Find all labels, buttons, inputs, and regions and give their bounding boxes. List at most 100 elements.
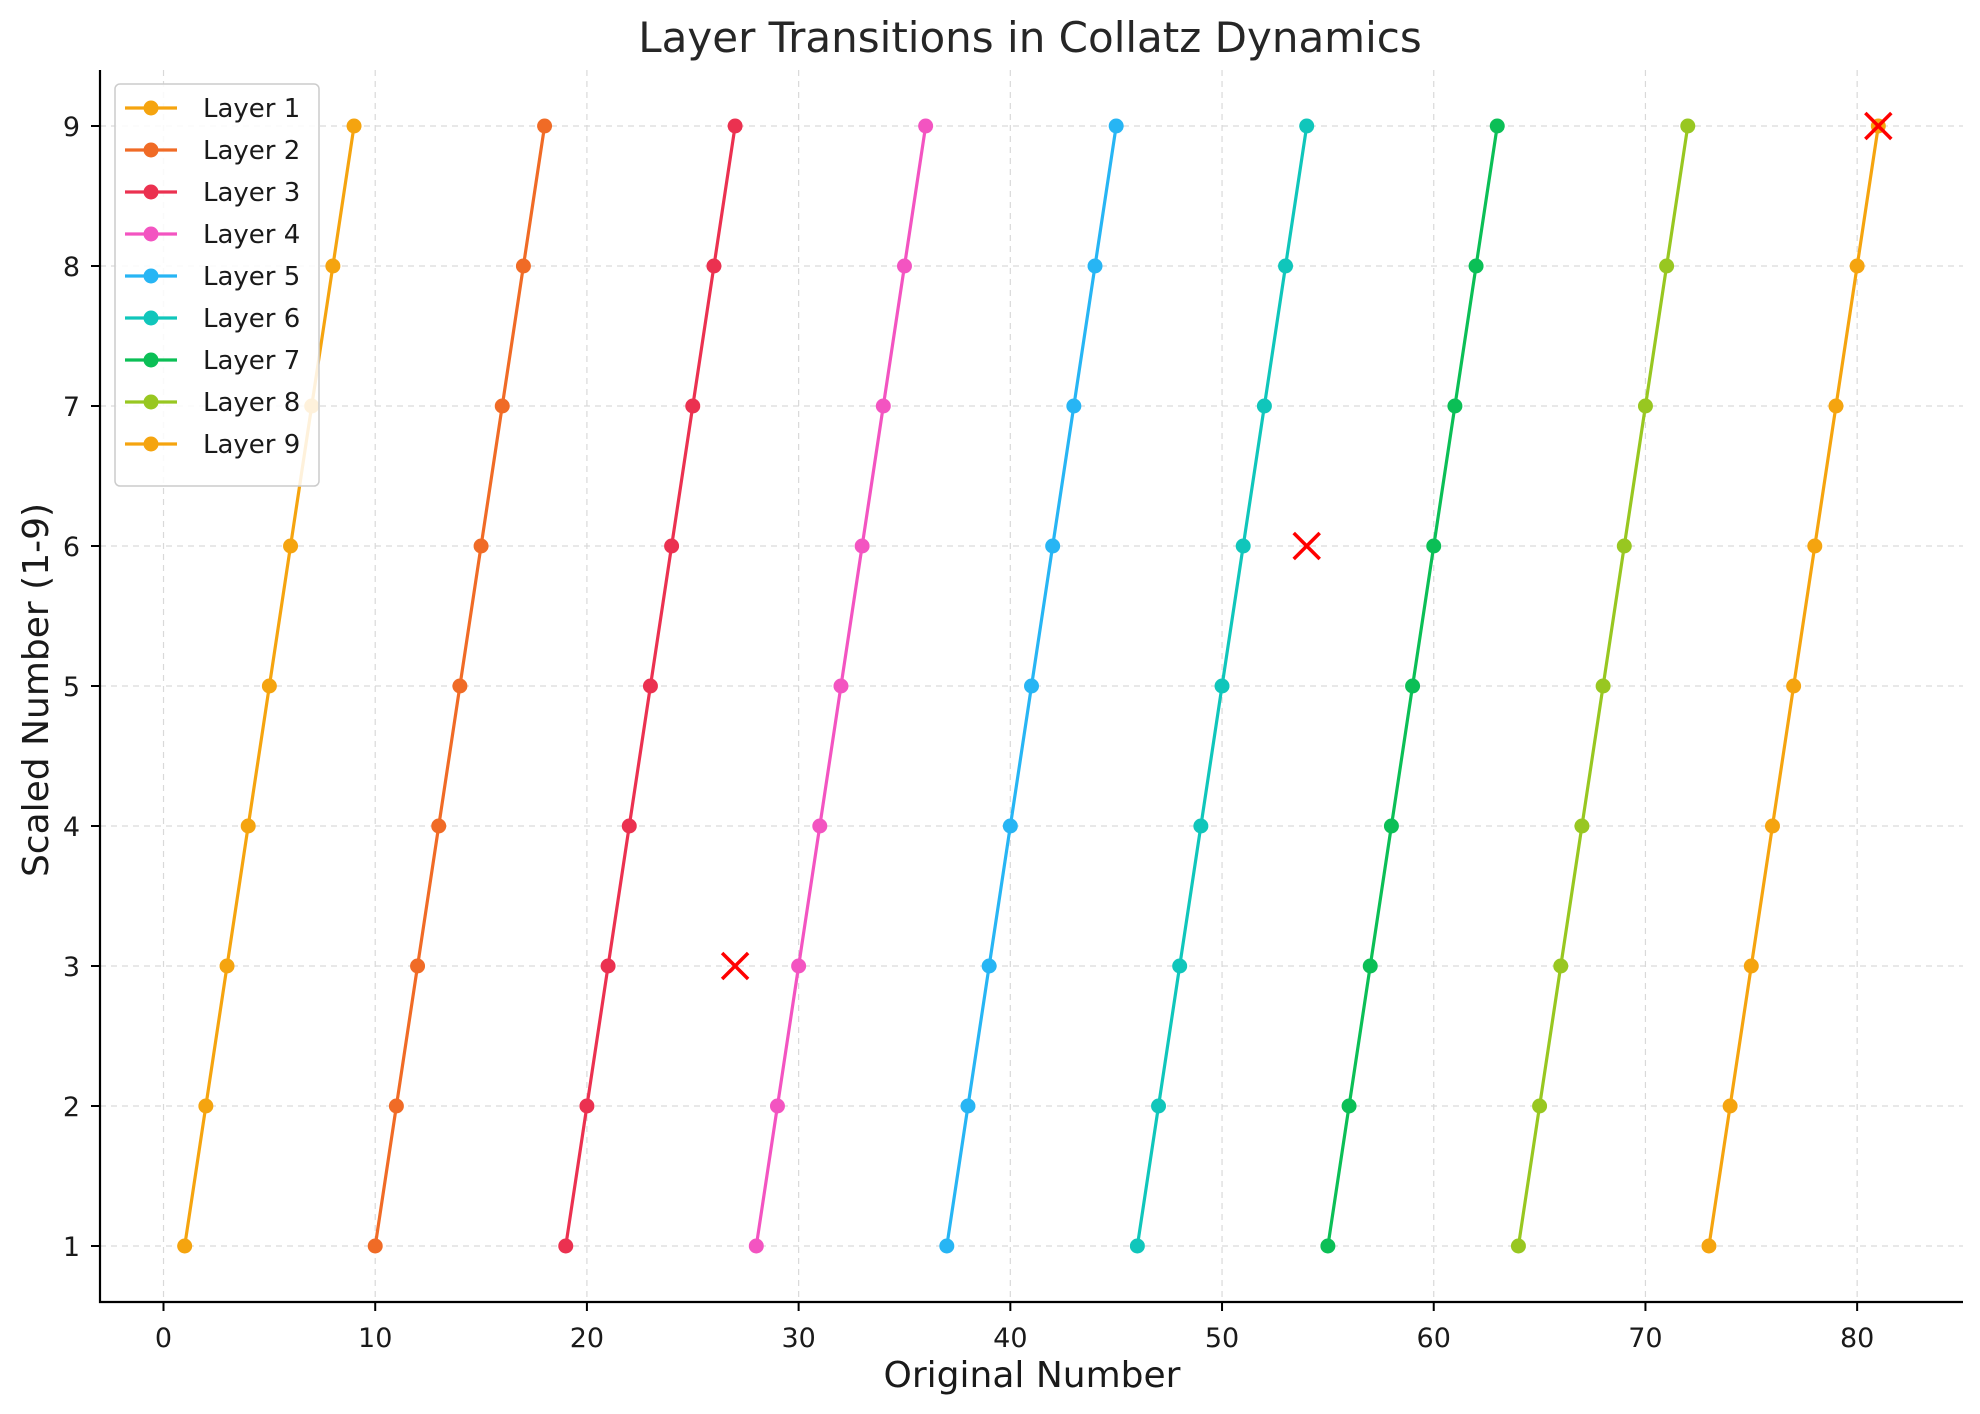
legend-entry: Layer 6 — [125, 304, 300, 334]
chart-title: Layer Transitions in Collatz Dynamics — [638, 13, 1422, 62]
legend-marker — [143, 142, 159, 158]
data-point — [558, 1238, 574, 1254]
legend-entry: Layer 8 — [125, 388, 300, 418]
data-point — [431, 818, 447, 834]
data-point — [1701, 1238, 1717, 1254]
data-point — [1108, 118, 1124, 134]
data-point — [515, 258, 531, 274]
x-marker-stroke — [1292, 531, 1321, 561]
data-point — [833, 678, 849, 694]
data-point — [1151, 1098, 1167, 1114]
data-point — [388, 1098, 404, 1114]
x-axis-label: Original Number — [884, 1355, 1181, 1396]
data-point — [1786, 678, 1802, 694]
y-tick-label: 5 — [63, 672, 80, 703]
x-marker — [1292, 531, 1321, 561]
data-point — [325, 258, 341, 274]
axis-spines — [98, 70, 1963, 1304]
data-point — [1299, 118, 1315, 134]
data-point — [367, 1238, 383, 1254]
series-4 — [748, 118, 934, 1254]
y-tick-label: 9 — [63, 112, 80, 143]
data-point — [198, 1098, 214, 1114]
legend-marker — [143, 394, 159, 410]
data-point — [177, 1238, 193, 1254]
y-tick-label: 2 — [63, 1092, 80, 1123]
data-point — [1045, 538, 1061, 554]
series-7 — [1320, 118, 1505, 1254]
x-tick-label: 70 — [1628, 1323, 1662, 1354]
legend-marker — [143, 268, 159, 284]
data-point — [1468, 258, 1484, 274]
series-layer — [177, 118, 1886, 1254]
data-point — [1764, 818, 1780, 834]
data-point — [1405, 678, 1421, 694]
y-tick-label: 1 — [63, 1232, 80, 1263]
data-point — [1447, 398, 1463, 414]
data-point — [1828, 398, 1844, 414]
data-point — [1616, 538, 1632, 554]
legend-entry: Layer 7 — [125, 346, 300, 376]
legend-label: Layer 9 — [203, 430, 300, 460]
data-point — [685, 398, 701, 414]
legend-marker — [143, 226, 159, 242]
x-tick-label: 20 — [570, 1323, 604, 1354]
y-tick-label: 7 — [63, 392, 80, 423]
legend-marker — [143, 184, 159, 200]
data-point — [769, 1098, 785, 1114]
data-point — [1256, 398, 1272, 414]
legend-label: Layer 3 — [203, 178, 300, 208]
data-point — [1129, 1238, 1145, 1254]
series-6 — [1129, 118, 1315, 1254]
legend-marker — [143, 310, 159, 326]
legend-entry: Layer 5 — [125, 262, 300, 292]
data-point — [219, 958, 235, 974]
data-point — [1680, 118, 1696, 134]
data-point — [664, 538, 680, 554]
data-point — [791, 958, 807, 974]
data-point — [346, 118, 362, 134]
data-point — [283, 538, 299, 554]
data-point — [1595, 678, 1611, 694]
x-tick-label: 50 — [1205, 1323, 1239, 1354]
legend-label: Layer 7 — [203, 346, 300, 376]
data-point — [642, 678, 658, 694]
data-point — [960, 1098, 976, 1114]
y-tick-label: 8 — [63, 252, 80, 283]
x-tick-label: 0 — [155, 1323, 172, 1354]
x-tick-label: 40 — [993, 1323, 1027, 1354]
data-point — [706, 258, 722, 274]
legend-entry: Layer 4 — [125, 220, 300, 250]
data-point — [1235, 538, 1251, 554]
data-point — [1002, 818, 1018, 834]
x-marker — [720, 951, 750, 981]
data-point — [1532, 1098, 1548, 1114]
x-tick-label: 10 — [358, 1323, 392, 1354]
data-point — [939, 1238, 955, 1254]
data-point — [1024, 678, 1039, 694]
data-point — [1172, 958, 1188, 974]
axes: 0 10 20 30 40 50 60 70 80 1 2 3 4 5 6 7 8 9 — [63, 70, 1963, 1354]
data-point — [1214, 678, 1230, 694]
legend-frame — [114, 83, 320, 487]
legend-entry: Layer 2 — [125, 136, 300, 166]
data-point — [918, 118, 934, 134]
series-2 — [367, 118, 553, 1254]
legend: Layer 1 Layer 2 Layer 3 Layer 4 Layer 5 Layer… — [114, 83, 320, 487]
data-point — [854, 538, 870, 554]
data-point — [621, 818, 637, 834]
series-8 — [1510, 118, 1696, 1254]
data-point — [537, 118, 553, 134]
series-1 — [177, 118, 362, 1254]
data-point — [1087, 258, 1103, 274]
legend-marker — [143, 436, 159, 452]
x-marker-stroke — [1864, 111, 1893, 141]
data-point — [812, 818, 828, 834]
legend-marker — [143, 352, 159, 368]
data-point — [1383, 818, 1399, 834]
data-point — [1553, 958, 1569, 974]
y-tick-label: 4 — [63, 812, 80, 843]
data-point — [494, 398, 510, 414]
